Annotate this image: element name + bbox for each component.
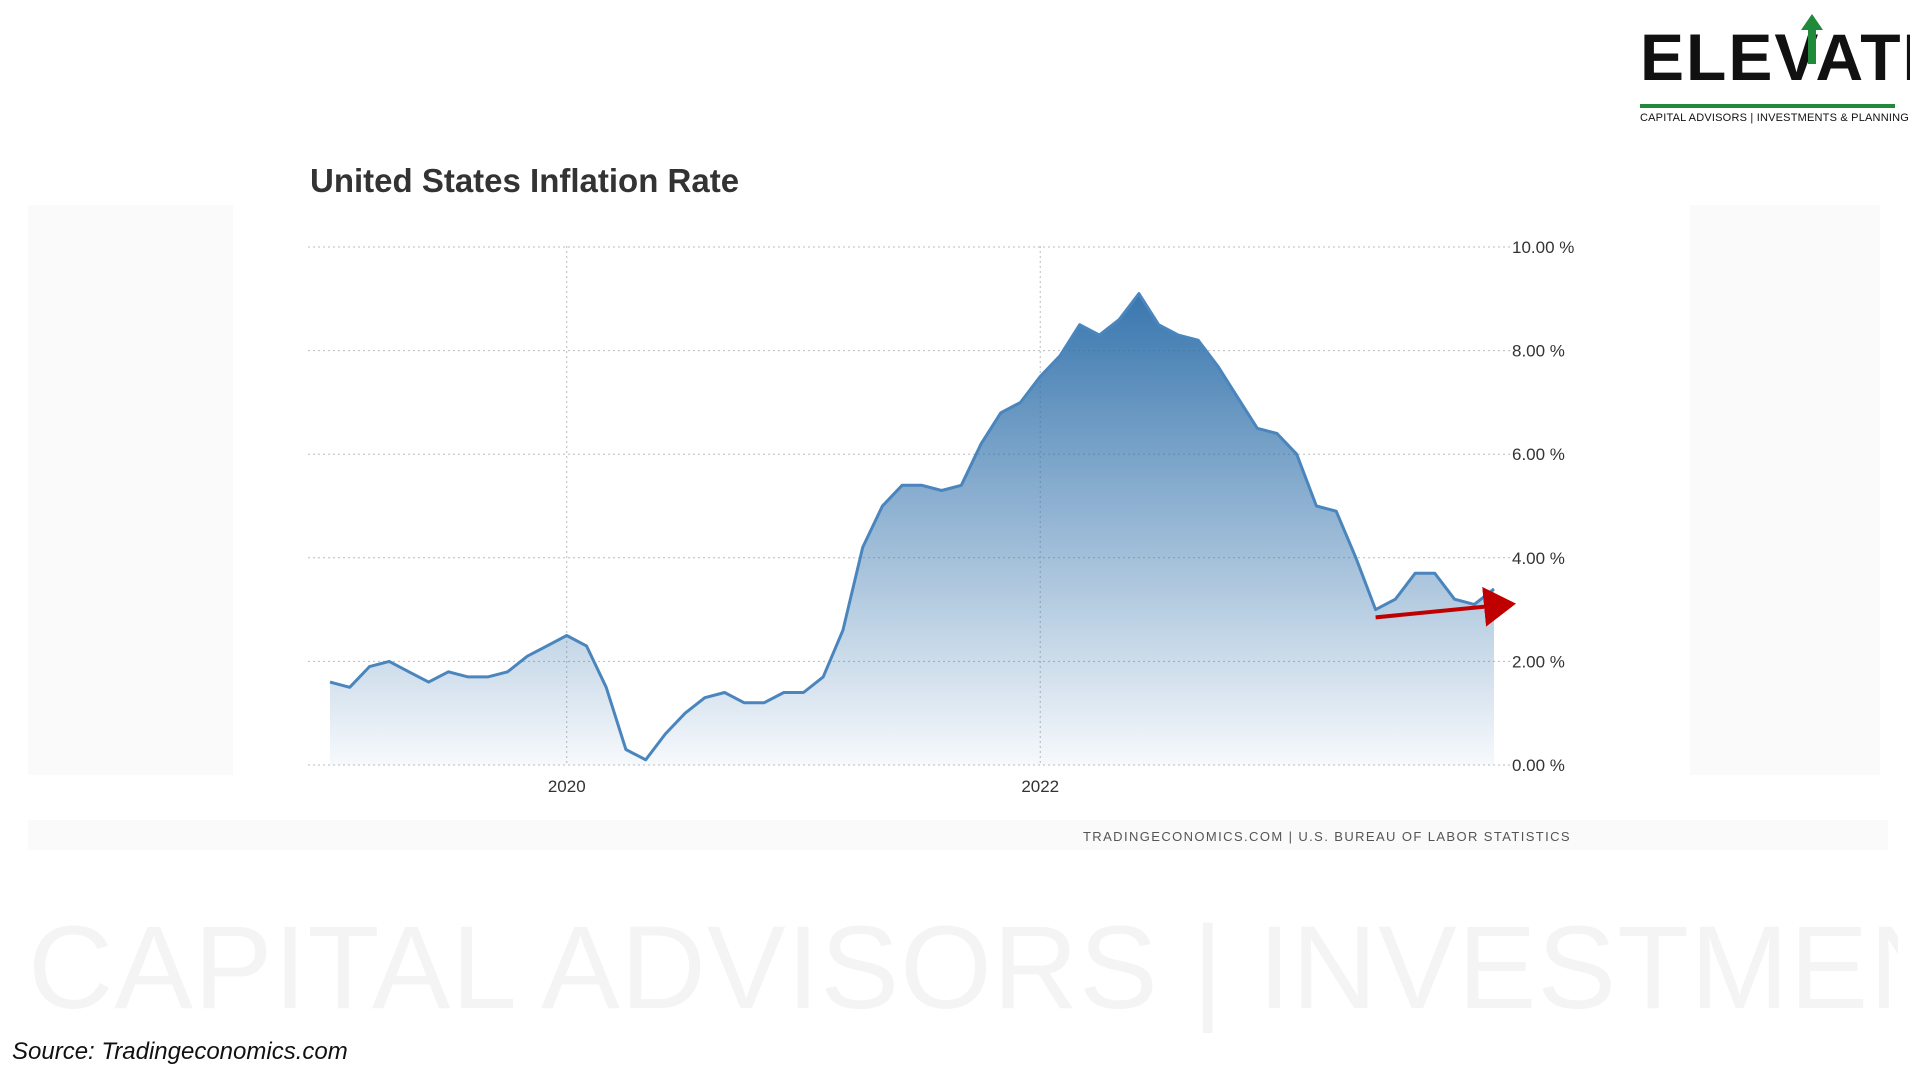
y-tick-label: 0.00 % xyxy=(1512,756,1565,775)
data-point xyxy=(861,545,865,549)
data-point xyxy=(328,680,332,684)
data-point xyxy=(1176,333,1180,337)
series-line xyxy=(329,292,1495,762)
logo-tagline: CAPITAL ADVISORS | INVESTMENTS & PLANNIN… xyxy=(1640,112,1910,124)
logo-arrow-icon xyxy=(1801,14,1823,64)
data-point xyxy=(604,685,608,689)
data-point xyxy=(1078,323,1082,327)
data-point xyxy=(1413,571,1417,575)
data-point xyxy=(1236,395,1240,399)
area-layer xyxy=(330,293,1494,765)
data-point xyxy=(880,504,884,508)
annotation-layer xyxy=(1375,586,1516,627)
data-point xyxy=(1374,608,1378,612)
data-point xyxy=(1019,400,1023,404)
elevate-logo: ELEVATE CAPITAL ADVISORS | INVESTMENTS &… xyxy=(1640,14,1910,124)
watermark-band-right xyxy=(1690,205,1880,775)
data-point xyxy=(979,442,983,446)
data-point xyxy=(387,659,391,663)
data-point xyxy=(1433,571,1437,575)
data-point xyxy=(762,701,766,705)
data-point xyxy=(427,680,431,684)
data-point xyxy=(1117,318,1121,322)
data-point xyxy=(1097,333,1101,337)
data-point xyxy=(525,654,529,658)
data-point xyxy=(1492,587,1496,591)
data-point xyxy=(368,665,372,669)
data-point xyxy=(1216,364,1220,368)
logo-divider xyxy=(1640,104,1895,108)
y-tick-label: 8.00 % xyxy=(1512,342,1565,361)
data-point xyxy=(940,489,944,493)
series-area xyxy=(330,293,1494,765)
watermark-band-left xyxy=(28,205,233,775)
data-point xyxy=(841,628,845,632)
data-point xyxy=(1275,432,1279,436)
data-point xyxy=(900,483,904,487)
data-point xyxy=(959,483,963,487)
data-point xyxy=(565,634,569,638)
data-point xyxy=(703,696,707,700)
data-point xyxy=(348,685,352,689)
data-point xyxy=(545,644,549,648)
data-point xyxy=(1038,375,1042,379)
data-point xyxy=(466,675,470,679)
data-point xyxy=(920,483,924,487)
data-point xyxy=(624,748,628,752)
data-point xyxy=(1295,452,1299,456)
data-point xyxy=(1196,338,1200,342)
data-point xyxy=(1058,354,1062,358)
y-tick-label: 2.00 % xyxy=(1512,652,1565,671)
chart-footer-source: TRADINGECONOMICS.COM | U.S. BUREAU OF LA… xyxy=(1083,829,1571,844)
logo-wordmark: ELEVATE xyxy=(1640,20,1910,94)
chart-title: United States Inflation Rate xyxy=(310,162,740,199)
data-point xyxy=(1255,426,1259,430)
data-point xyxy=(821,675,825,679)
y-tick-label: 6.00 % xyxy=(1512,445,1565,464)
data-point xyxy=(663,732,667,736)
x-tick-label: 2022 xyxy=(1021,777,1059,796)
watermark-band-bottom xyxy=(28,820,1888,850)
data-point xyxy=(1453,597,1457,601)
data-point xyxy=(407,670,411,674)
y-tick-label: 4.00 % xyxy=(1512,549,1565,568)
data-point xyxy=(782,691,786,695)
y-tick-label: 10.00 % xyxy=(1512,238,1574,257)
source-note: Source: Tradingeconomics.com xyxy=(12,1038,348,1065)
data-point xyxy=(723,691,727,695)
data-point xyxy=(1393,597,1397,601)
data-point xyxy=(506,670,510,674)
data-point xyxy=(446,670,450,674)
tick-layer: 0.00 % 2.00 % 4.00 % 6.00 % 8.00 % 10.00 % 202… xyxy=(548,238,1575,796)
data-point xyxy=(1314,504,1318,508)
data-point xyxy=(802,691,806,695)
line-layer xyxy=(329,292,1495,762)
data-point xyxy=(683,711,687,715)
data-point xyxy=(1354,556,1358,560)
data-point xyxy=(1157,323,1161,327)
data-point xyxy=(585,644,589,648)
trend-arrow xyxy=(1375,586,1516,627)
data-point xyxy=(1334,509,1338,513)
data-point xyxy=(486,675,490,679)
watermark-tagline: CAPITAL ADVISORS | INVESTMENTS & PLANNIN… xyxy=(28,902,1898,1034)
data-point xyxy=(644,758,648,762)
data-point xyxy=(742,701,746,705)
data-point xyxy=(1137,292,1141,296)
x-tick-label: 2020 xyxy=(548,777,586,796)
data-point xyxy=(999,411,1003,415)
